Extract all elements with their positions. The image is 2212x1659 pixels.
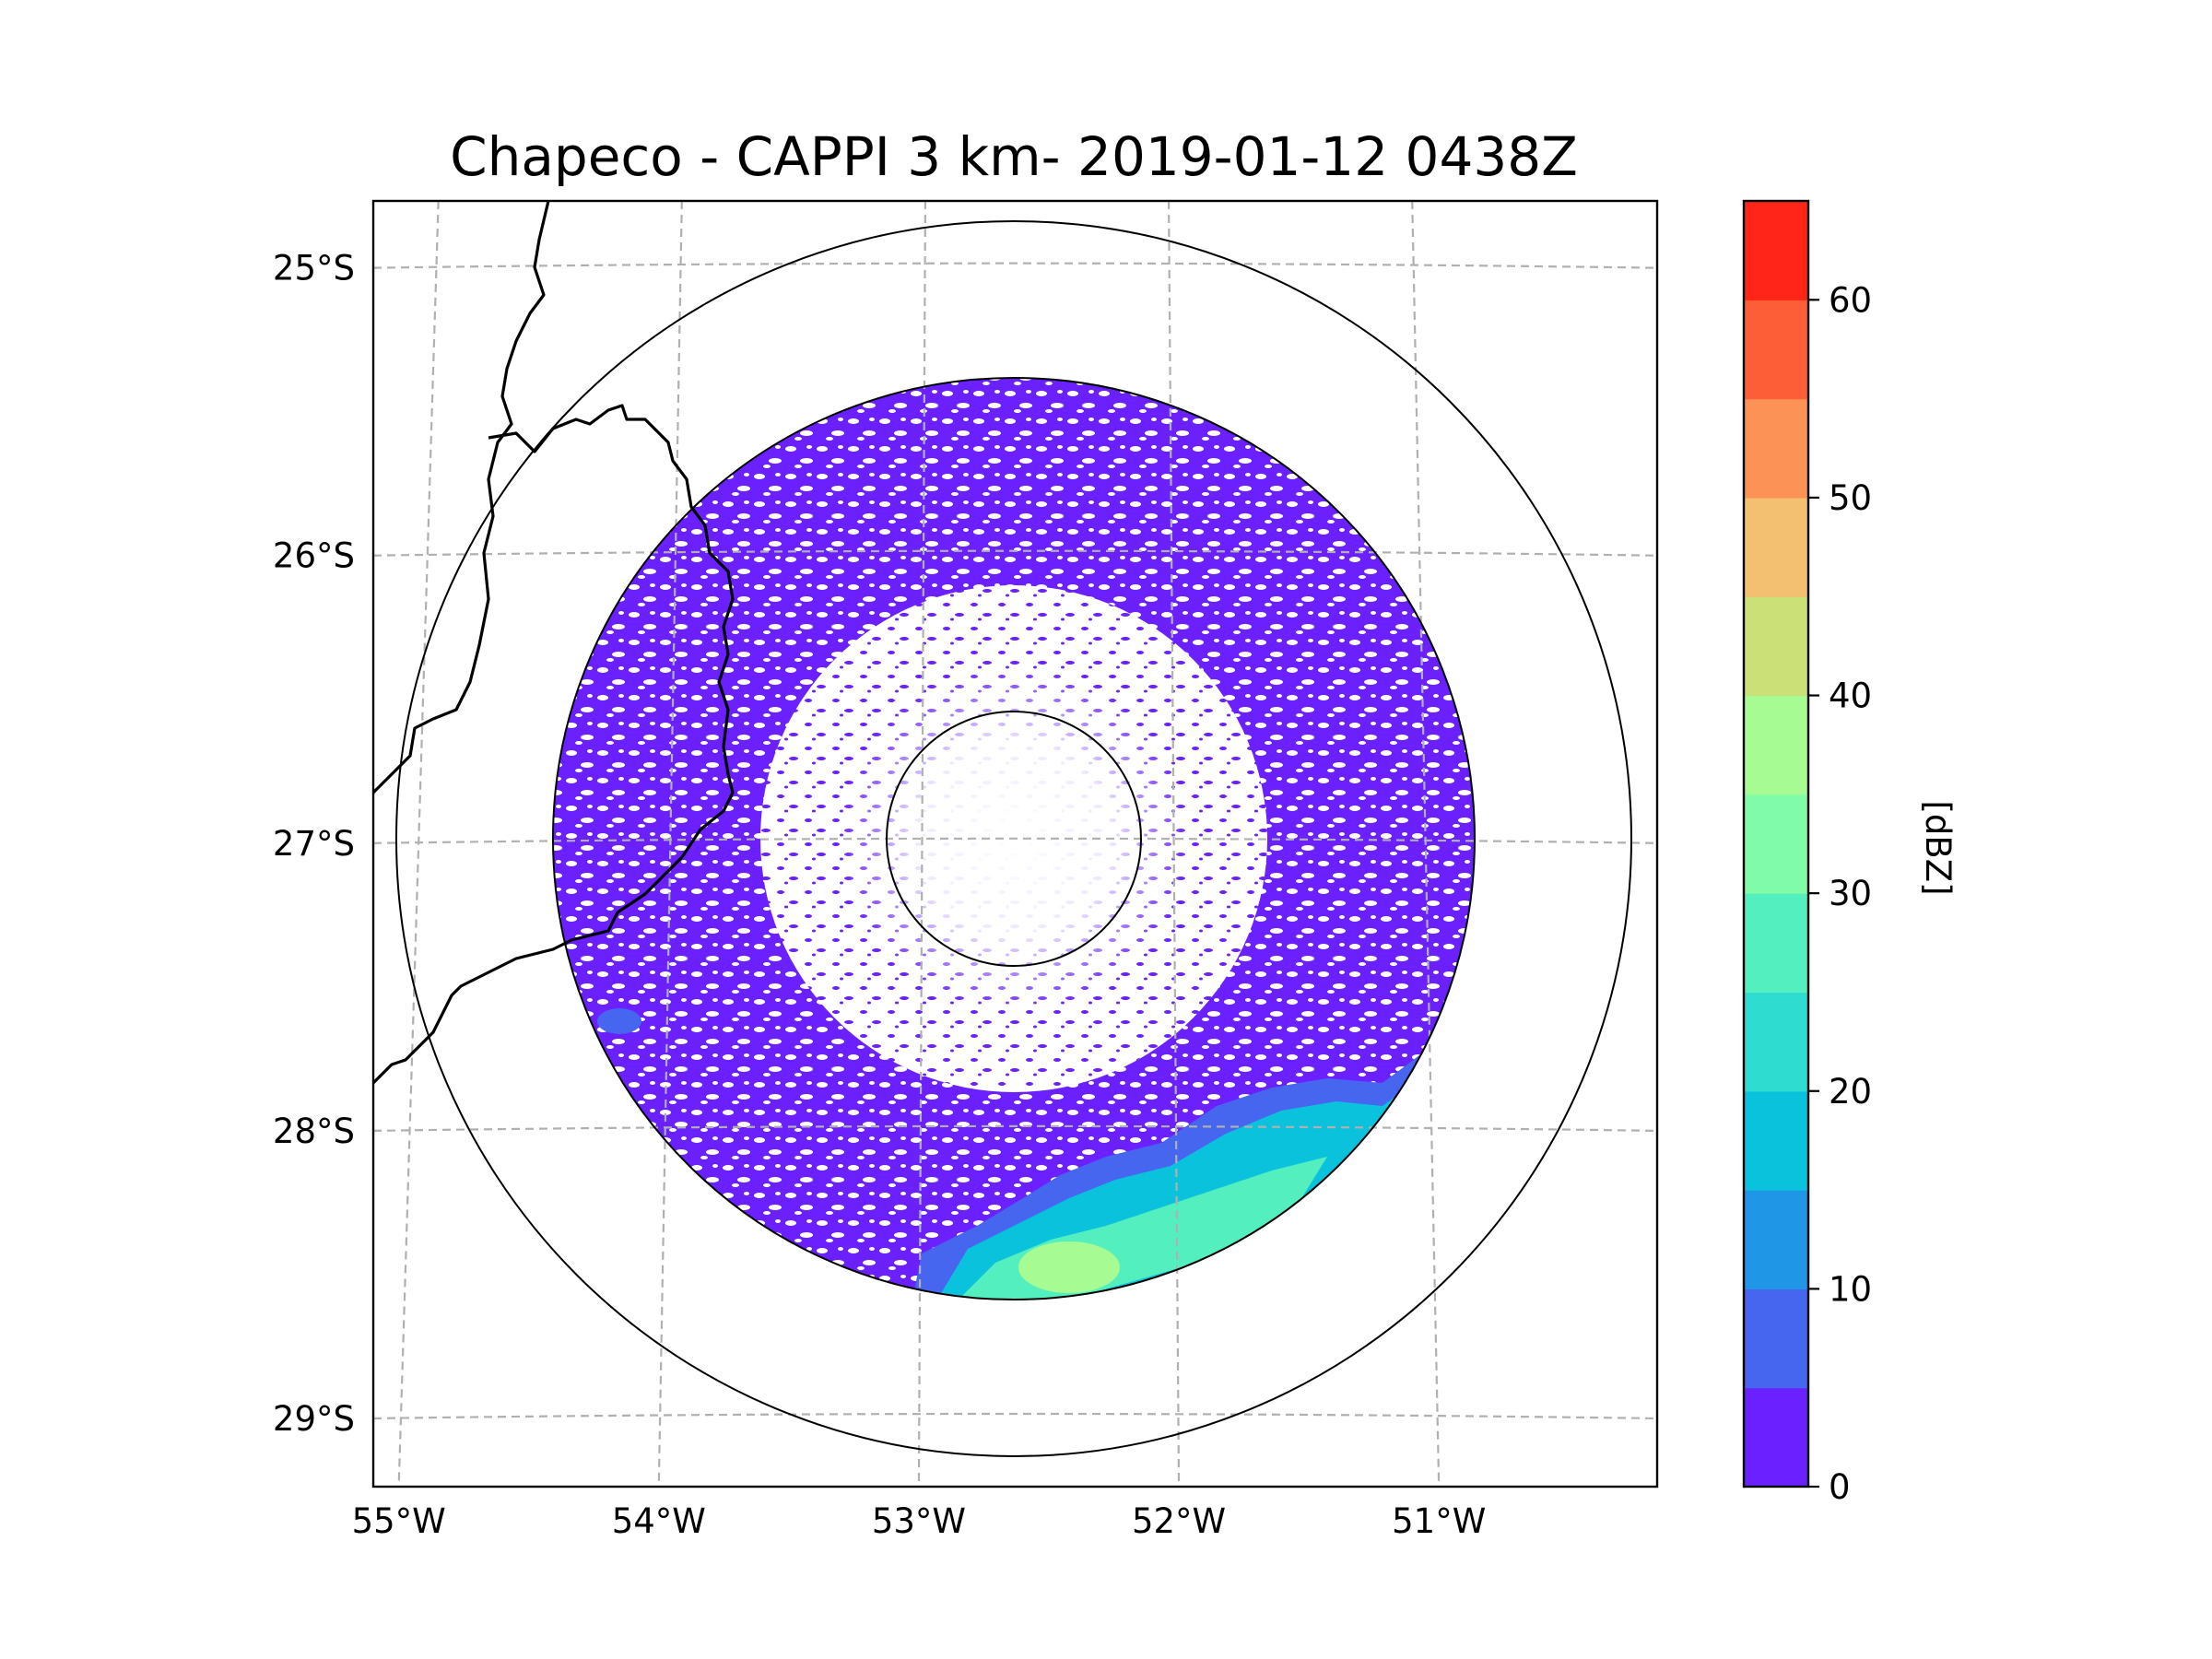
lon-gridline (657, 201, 683, 1487)
colorbar-segment (1744, 300, 1808, 400)
western-small-cell (597, 1008, 641, 1034)
lat-gridline (373, 837, 1657, 844)
lon-tick-label: 55°W (352, 1501, 446, 1541)
map-frame (371, 199, 1659, 1488)
colorbar-tick-label: 60 (1829, 280, 1872, 320)
plot-title: Chapeco - CAPPI 3 km- 2019-01-12 0438Z (450, 125, 1578, 188)
colorbar-tick-label: 30 (1829, 874, 1872, 913)
colorbar-segment (1744, 596, 1808, 697)
longitude-tick-labels: 55°W 54°W 53°W 52°W 51°W (352, 1501, 1487, 1541)
lon-gridline (397, 201, 440, 1487)
colorbar-tick-label: 40 (1829, 677, 1872, 716)
colorbar-label: [dBZ] (1918, 800, 1958, 895)
lat-gridline (373, 1124, 1657, 1132)
colorbar-tick-label: 10 (1829, 1269, 1872, 1309)
colorbar-tick-label: 50 (1829, 478, 1872, 518)
colorbar-tick-label: 0 (1829, 1467, 1851, 1507)
lat-tick-label: 28°S (273, 1112, 355, 1151)
colorbar-segment (1744, 794, 1808, 894)
latitude-tick-labels: 25°S 26°S 27°S 28°S 29°S (273, 249, 355, 1439)
colorbar-segment (1744, 992, 1808, 1092)
latitude-gridlines (373, 262, 1657, 1420)
border-argentina-brazil (373, 404, 735, 1085)
range-ring-outer (395, 220, 1632, 1457)
colorbar-tick-label: 20 (1829, 1072, 1872, 1112)
colorbar-segment (1744, 497, 1808, 597)
colorbar (1744, 201, 1808, 1488)
lon-gridline (917, 201, 927, 1487)
colorbar-segment (1744, 201, 1808, 300)
border-argentina-paraguay (373, 201, 550, 794)
reflectivity-field (553, 378, 1475, 1300)
range-rings (395, 220, 1632, 1457)
map-axes (373, 201, 1657, 1487)
lon-tick-label: 52°W (1132, 1501, 1226, 1541)
colorbar-frame (1742, 199, 1810, 1488)
colorbar-segment (1744, 893, 1808, 994)
lat-tick-label: 25°S (273, 249, 355, 288)
lon-tick-label: 54°W (612, 1501, 706, 1541)
lat-tick-label: 27°S (273, 824, 355, 864)
range-ring-inner (886, 711, 1142, 967)
colorbar-ticks: 0 10 20 30 40 50 60 (1808, 280, 1872, 1507)
lat-tick-label: 26°S (273, 536, 355, 576)
colorbar-segment (1744, 695, 1808, 795)
range-ring-middle (552, 377, 1476, 1300)
political-boundaries (373, 201, 735, 1085)
precip-core (1018, 1241, 1120, 1293)
lon-tick-label: 51°W (1392, 1501, 1486, 1541)
lon-tick-label: 53°W (872, 1501, 966, 1541)
colorbar-segment (1744, 1387, 1808, 1488)
lat-gridline (373, 1412, 1657, 1420)
lat-tick-label: 29°S (273, 1399, 355, 1439)
lon-gridline (1167, 201, 1181, 1487)
lat-gridline (373, 549, 1657, 557)
colorbar-segment (1744, 1190, 1808, 1289)
lon-gridline (1411, 201, 1441, 1487)
colorbar-segment (1744, 1288, 1808, 1389)
colorbar-segment (1744, 398, 1808, 499)
colorbar-segment (1744, 1090, 1808, 1191)
lat-gridline (373, 262, 1657, 269)
longitude-gridlines (397, 201, 1441, 1487)
